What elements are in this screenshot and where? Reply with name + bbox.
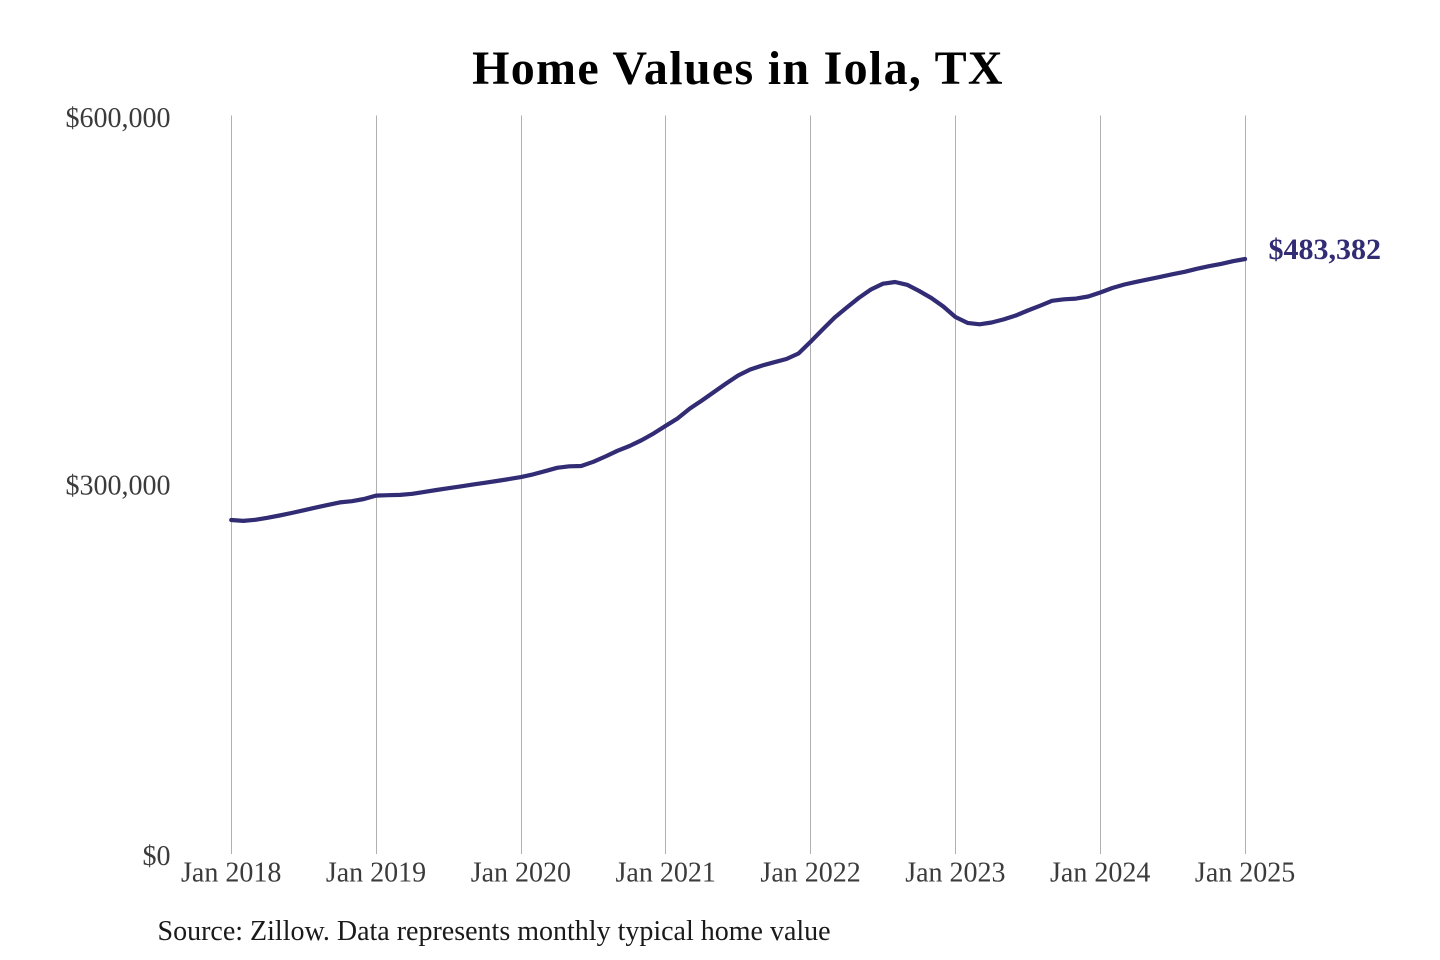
- svg-text:Jan 2021: Jan 2021: [616, 857, 716, 888]
- svg-text:Jan 2025: Jan 2025: [1195, 857, 1295, 888]
- svg-text:Jan 2018: Jan 2018: [181, 857, 281, 888]
- svg-text:$483,382: $483,382: [1269, 233, 1382, 266]
- svg-text:Source: Zillow. Data represent: Source: Zillow. Data represents monthly …: [158, 916, 831, 947]
- svg-text:$0: $0: [143, 841, 171, 872]
- svg-text:Jan 2020: Jan 2020: [471, 857, 571, 888]
- svg-text:Jan 2024: Jan 2024: [1050, 857, 1150, 888]
- svg-text:Jan 2023: Jan 2023: [905, 857, 1005, 888]
- svg-text:$600,000: $600,000: [66, 103, 171, 134]
- svg-text:$300,000: $300,000: [66, 471, 171, 502]
- svg-text:Jan 2019: Jan 2019: [326, 857, 426, 888]
- svg-text:Home Values in Iola, TX: Home Values in Iola, TX: [472, 42, 1004, 95]
- svg-text:Jan 2022: Jan 2022: [760, 857, 860, 888]
